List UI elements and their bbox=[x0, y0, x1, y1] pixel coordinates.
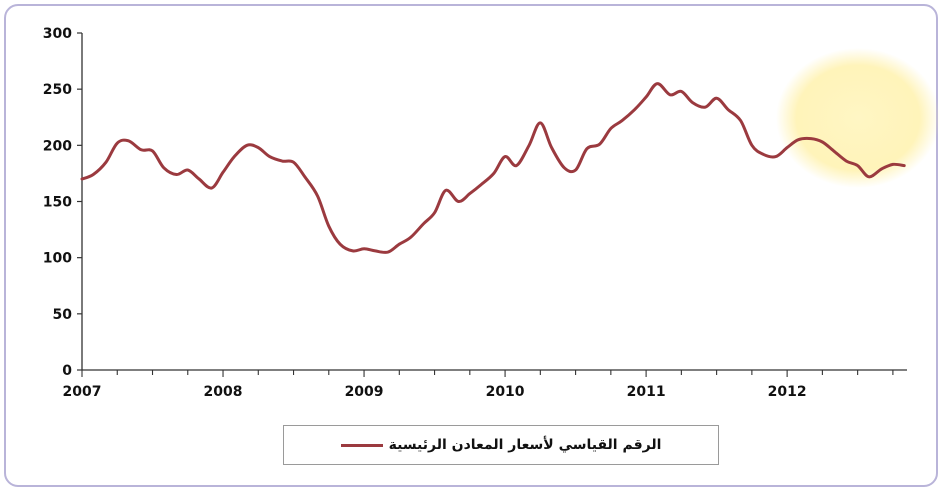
y-tick-label: 0 bbox=[62, 363, 72, 379]
legend: الرقم القياسي لأسعار المعادن الرئيسية bbox=[283, 425, 719, 465]
y-tick-label: 50 bbox=[53, 307, 73, 323]
legend-swatch bbox=[340, 443, 383, 447]
x-tick-label: 2009 bbox=[345, 384, 384, 400]
highlight-ellipse bbox=[776, 48, 940, 188]
legend-label: الرقم القياسي لأسعار المعادن الرئيسية bbox=[388, 437, 662, 453]
y-tick-label: 100 bbox=[43, 251, 72, 267]
y-tick-label: 200 bbox=[43, 138, 72, 154]
chart-frame bbox=[4, 4, 938, 487]
y-tick-label: 150 bbox=[43, 195, 72, 211]
y-tick-label: 250 bbox=[43, 82, 72, 98]
x-tick-label: 2012 bbox=[768, 384, 807, 400]
y-tick-label: 300 bbox=[43, 26, 72, 42]
x-tick-label: 2010 bbox=[486, 384, 525, 400]
x-tick-label: 2008 bbox=[204, 384, 243, 400]
x-tick-label: 2007 bbox=[63, 384, 102, 400]
series-line bbox=[80, 82, 906, 254]
x-tick-label: 2011 bbox=[627, 384, 666, 400]
